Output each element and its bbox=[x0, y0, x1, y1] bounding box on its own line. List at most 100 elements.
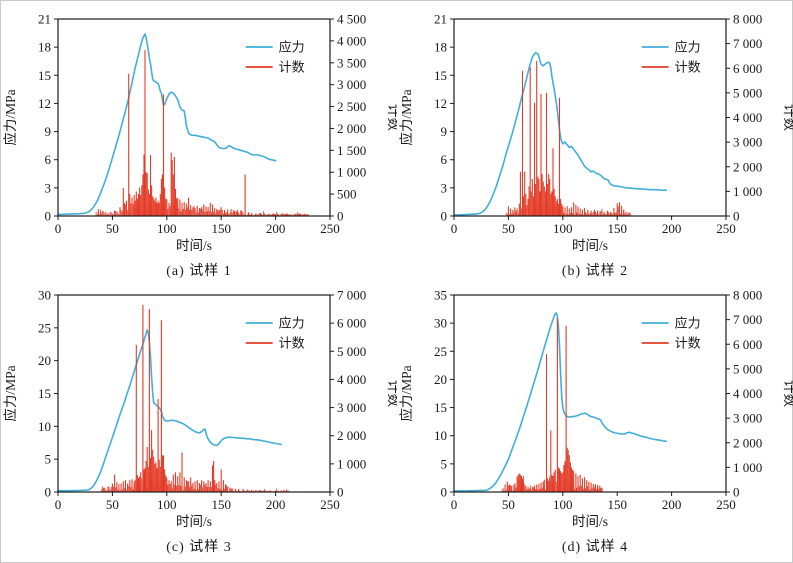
left-tick-label: 12 bbox=[434, 96, 447, 111]
x-tick-label: 50 bbox=[502, 497, 515, 512]
right-tick-label: 0 bbox=[733, 485, 740, 500]
axis-ticks bbox=[54, 18, 334, 220]
left-tick-label: 21 bbox=[434, 12, 447, 27]
left-tick-label: 6 bbox=[45, 152, 52, 167]
right-tick-label: 2 000 bbox=[337, 428, 366, 443]
legend-stress-label: 应力 bbox=[279, 40, 305, 55]
axis-ticks bbox=[54, 294, 334, 496]
left-tick-label: 21 bbox=[38, 12, 51, 27]
x-tick-label: 250 bbox=[716, 497, 736, 512]
right-tick-label: 6 000 bbox=[337, 316, 366, 331]
left-tick-label: 12 bbox=[38, 96, 51, 111]
right-tick-label: 2 000 bbox=[733, 435, 762, 450]
x-tick-label: 0 bbox=[55, 221, 62, 236]
x-tick-label: 0 bbox=[451, 497, 458, 512]
right-tick-label: 2 000 bbox=[733, 159, 762, 174]
left-tick-label: 30 bbox=[38, 288, 51, 303]
left-tick-label: 0 bbox=[45, 485, 52, 500]
right-tick-label: 4 000 bbox=[337, 372, 366, 387]
axis-ticks bbox=[450, 294, 730, 496]
right-tick-label: 3 000 bbox=[733, 411, 762, 426]
left-axis-title: 应力/MPa bbox=[398, 89, 414, 145]
x-axis-title: 时间/s bbox=[176, 238, 212, 253]
count-spike-bars bbox=[502, 318, 603, 492]
x-tick-label: 200 bbox=[266, 221, 286, 236]
x-tick-label: 100 bbox=[553, 221, 573, 236]
right-axis-title: 计数 bbox=[782, 380, 793, 407]
x-tick-label: 250 bbox=[320, 221, 340, 236]
left-tick-label: 5 bbox=[45, 452, 52, 467]
right-tick-label: 4 500 bbox=[337, 12, 366, 27]
right-tick-label: 6 000 bbox=[733, 61, 762, 76]
x-tick-label: 250 bbox=[716, 221, 736, 236]
right-tick-label: 8 000 bbox=[733, 12, 762, 27]
x-tick-label: 0 bbox=[451, 221, 458, 236]
axis-ticks bbox=[450, 18, 730, 220]
right-tick-label: 1 000 bbox=[733, 460, 762, 475]
right-tick-label: 500 bbox=[337, 187, 357, 202]
subplot-a-caption: (a) 试样 1 bbox=[166, 264, 232, 279]
left-axis-title: 应力/MPa bbox=[398, 365, 414, 421]
stress-line bbox=[57, 33, 277, 216]
left-tick-label: 20 bbox=[434, 372, 447, 387]
left-tick-label: 15 bbox=[38, 68, 51, 83]
x-tick-label: 150 bbox=[211, 221, 231, 236]
right-tick-label: 7 000 bbox=[337, 288, 366, 303]
right-tick-label: 1 000 bbox=[733, 184, 762, 199]
right-tick-label: 0 bbox=[337, 485, 344, 500]
count-spike-bars bbox=[507, 60, 629, 216]
x-tick-label: 150 bbox=[211, 497, 231, 512]
left-tick-label: 9 bbox=[441, 124, 448, 139]
x-tick-label: 100 bbox=[157, 497, 177, 512]
left-tick-label: 20 bbox=[38, 353, 51, 368]
right-tick-label: 7 000 bbox=[733, 36, 762, 51]
right-tick-label: 5 000 bbox=[733, 85, 762, 100]
left-tick-label: 18 bbox=[38, 40, 51, 55]
x-tick-label: 250 bbox=[320, 497, 340, 512]
plot-frame bbox=[57, 18, 331, 217]
right-tick-label: 5 000 bbox=[337, 344, 366, 359]
left-tick-label: 25 bbox=[38, 320, 51, 335]
right-axis-title: 计数 bbox=[782, 104, 793, 131]
right-tick-label: 1 000 bbox=[337, 165, 366, 180]
subplot-b-caption: (b) 试样 2 bbox=[561, 264, 629, 279]
right-tick-label: 0 bbox=[337, 209, 344, 224]
x-tick-label: 150 bbox=[607, 497, 627, 512]
right-tick-label: 8 000 bbox=[733, 288, 762, 303]
legend-stress-label: 应力 bbox=[279, 316, 305, 331]
subplot-c-caption: (c) 试样 3 bbox=[166, 540, 232, 555]
stress-line bbox=[453, 51, 668, 216]
legend-stress-label: 应力 bbox=[675, 316, 701, 331]
left-tick-label: 30 bbox=[434, 316, 447, 331]
stress-line bbox=[57, 328, 282, 492]
legend-count-label: 计数 bbox=[675, 60, 701, 75]
subplot-c: 0 50 100 150 200 250 0 5 10 15 20 25 30 0 1 000 2 000 3 … bbox=[1, 282, 397, 558]
right-axis-title: 计数 bbox=[386, 104, 397, 131]
left-tick-label: 0 bbox=[441, 485, 448, 500]
right-tick-label: 4 000 bbox=[733, 386, 762, 401]
subplot-d-caption: (d) 试样 4 bbox=[561, 540, 629, 555]
left-tick-label: 15 bbox=[434, 68, 447, 83]
subplot-b: 0 50 100 150 200 250 0 3 6 9 12 15 18 21 0 1 000 2 000 3 … bbox=[397, 6, 793, 282]
left-axis-title: 应力/MPa bbox=[2, 89, 18, 145]
x-tick-label: 200 bbox=[662, 497, 682, 512]
left-tick-label: 3 bbox=[441, 180, 448, 195]
x-tick-label: 50 bbox=[106, 221, 119, 236]
x-axis-title: 时间/s bbox=[176, 514, 212, 529]
legend-count-label: 计数 bbox=[279, 336, 305, 351]
left-tick-label: 5 bbox=[441, 456, 448, 471]
left-tick-label: 18 bbox=[434, 40, 447, 55]
right-tick-label: 7 000 bbox=[733, 312, 762, 327]
legend-count-label: 计数 bbox=[279, 60, 305, 75]
x-tick-label: 100 bbox=[157, 221, 177, 236]
legend-stress-label: 应力 bbox=[675, 40, 701, 55]
